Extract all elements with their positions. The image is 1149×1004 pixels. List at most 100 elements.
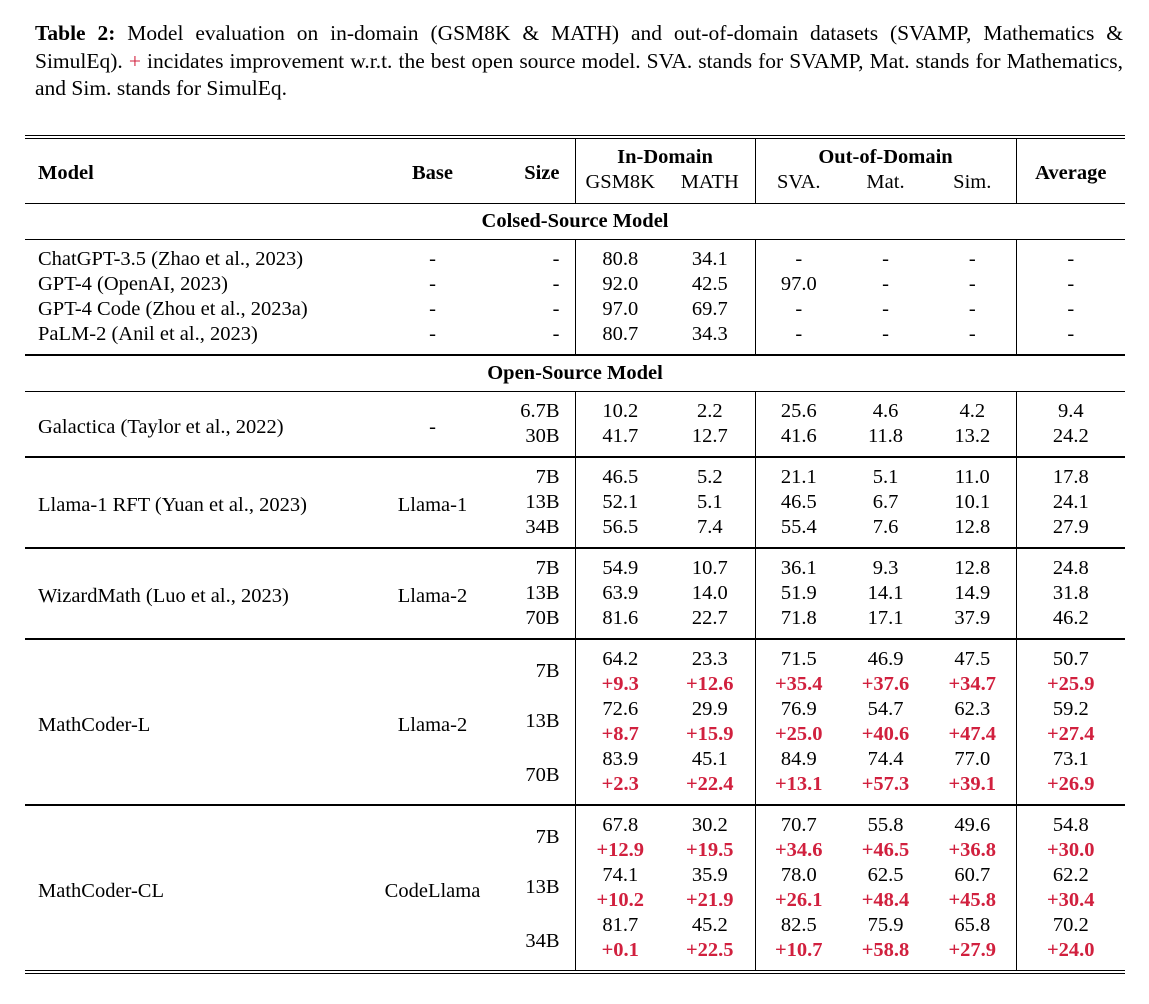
score-gsm8k: 52.1	[574, 489, 665, 515]
delta-mat: +57.3	[861, 772, 910, 795]
header-average: Average	[1015, 136, 1126, 203]
header-row-datasets: GSM8K MATH SVA. Mat. Sim.	[25, 169, 1125, 203]
section-title: Colsed-Source Model	[481, 209, 669, 232]
score-average: -	[1015, 296, 1126, 322]
score-mat: 74.4	[867, 747, 904, 770]
score-sva: -	[754, 296, 842, 322]
size-value: -	[552, 272, 560, 295]
score-sva: 41.6	[754, 423, 842, 457]
delta-row: +0.1 +22.5 +10.7 +58.8 +27.9 +24.0	[25, 937, 1126, 972]
score-mat: 9.3	[872, 556, 899, 579]
score-sim: -	[968, 322, 976, 345]
score-gsm8k: 54.9	[574, 547, 665, 581]
delta-sim: +36.8	[948, 838, 997, 861]
delta-mat: +40.6	[861, 722, 910, 745]
model-name: GPT-4 (OpenAI, 2023)	[38, 272, 228, 295]
score-mat: 14.1	[867, 581, 904, 604]
size-value: -	[552, 247, 560, 270]
delta-average: +30.0	[1015, 837, 1126, 863]
delta-mat: +46.5	[861, 838, 910, 861]
score-average: 59.2	[1015, 696, 1126, 722]
score-gsm8k: 46.5	[574, 456, 665, 490]
size-value: 70B	[525, 606, 560, 629]
delta-sva: +10.7	[754, 937, 842, 972]
table-row: 34B 56.5 7.4 55.4 7.6 12.8 27.9	[25, 514, 1126, 548]
size-value: 13B	[525, 490, 560, 513]
table-header: Model Base Size In-Domain Out-of-Domain …	[25, 136, 1126, 203]
score-average: 24.8	[1015, 547, 1126, 581]
score-sva: 51.9	[754, 580, 842, 606]
score-sva: 71.8	[754, 605, 842, 639]
score-gsm8k: 63.9	[574, 580, 665, 606]
score-average: 9.4	[1015, 391, 1126, 424]
delta-sva: +34.6	[754, 837, 842, 863]
section-header-row: Open-Source Model	[25, 354, 1126, 391]
delta-math: +22.5	[685, 938, 734, 961]
size-value: 7B	[535, 826, 560, 848]
delta-average: +24.0	[1015, 937, 1126, 972]
size-value: 6.7B	[520, 399, 560, 422]
header-sim: Sim.	[953, 170, 992, 193]
delta-sva: +13.1	[754, 771, 842, 805]
table-row: MathCoder-L Llama-2 7B 64.2 23.3 71.5 46.9 47.5…	[25, 638, 1126, 736]
score-average: 24.2	[1015, 423, 1126, 457]
header-row-groups: Model Base Size In-Domain Out-of-Domain …	[25, 136, 1126, 203]
score-mat: 54.7	[867, 697, 904, 720]
size-value: 13B	[525, 581, 560, 604]
base-name: -	[429, 297, 436, 320]
score-mat: 7.6	[872, 515, 899, 538]
score-sim: 12.8	[954, 556, 991, 579]
delta-average: +27.4	[1015, 721, 1126, 747]
size-value: -	[552, 297, 560, 320]
score-sim: 77.0	[954, 747, 991, 770]
score-sim: 62.3	[954, 697, 991, 720]
score-sim: 10.1	[954, 490, 991, 513]
score-sim: 49.6	[954, 813, 991, 836]
model-name: MathCoder-L	[38, 713, 151, 736]
model-name: Galactica (Taylor et al., 2022)	[38, 415, 284, 438]
delta-gsm8k: +12.9	[574, 837, 665, 863]
delta-sim: +27.9	[948, 938, 997, 961]
score-sim: 14.9	[954, 581, 991, 604]
delta-sim: +47.4	[948, 722, 997, 745]
size-value: 70B	[525, 763, 560, 786]
score-sva: 70.7	[754, 804, 842, 838]
score-average: 73.1	[1015, 746, 1126, 772]
header-gsm8k: GSM8K	[574, 169, 665, 203]
delta-gsm8k: +9.3	[574, 671, 665, 697]
score-sva: 21.1	[754, 456, 842, 490]
score-mat: 4.6	[872, 399, 899, 422]
caption-text-before-plus: Model evaluation on in-domain (GSM8K & M…	[35, 21, 1123, 73]
page-root: Table 2: Model evaluation on in-domain (…	[25, 21, 1126, 974]
delta-sim: +39.1	[948, 772, 997, 795]
size-value: 30B	[525, 424, 560, 447]
score-math: 14.0	[691, 581, 728, 604]
size-value: 7B	[535, 465, 560, 488]
score-average: 46.2	[1015, 605, 1126, 639]
score-sva: 76.9	[754, 696, 842, 722]
score-average: 50.7	[1015, 638, 1126, 672]
table-row: 34B 81.7 45.2 82.5 75.9 65.8 70.2	[25, 912, 1126, 952]
delta-gsm8k: +10.2	[574, 887, 665, 913]
score-sim: 12.8	[954, 515, 991, 538]
section-header-row: Colsed-Source Model	[25, 203, 1126, 239]
score-average: -	[1015, 321, 1126, 355]
score-math: 69.7	[691, 297, 728, 320]
score-mat: 62.5	[867, 863, 904, 886]
score-math: 10.7	[691, 556, 728, 579]
size-value: 7B	[535, 660, 560, 682]
base-name: Llama-2	[397, 585, 468, 607]
score-sva: 84.9	[754, 746, 842, 772]
delta-mat: +58.8	[861, 938, 910, 961]
size-value: 13B	[525, 710, 560, 732]
caption-text-after-plus: incidates improvement w.r.t. the best op…	[35, 48, 1124, 101]
delta-row: +8.7 +15.9 +25.0 +40.6 +47.4 +27.4	[25, 721, 1126, 747]
model-name: ChatGPT-3.5 (Zhao et al., 2023)	[38, 247, 304, 270]
score-sva: 78.0	[754, 862, 842, 888]
header-model: Model	[38, 162, 94, 184]
score-math: 45.2	[691, 913, 728, 936]
score-sim: 4.2	[959, 399, 986, 422]
score-gsm8k: 72.6	[574, 696, 665, 722]
score-math: 12.7	[691, 424, 728, 447]
score-mat: -	[882, 272, 889, 295]
